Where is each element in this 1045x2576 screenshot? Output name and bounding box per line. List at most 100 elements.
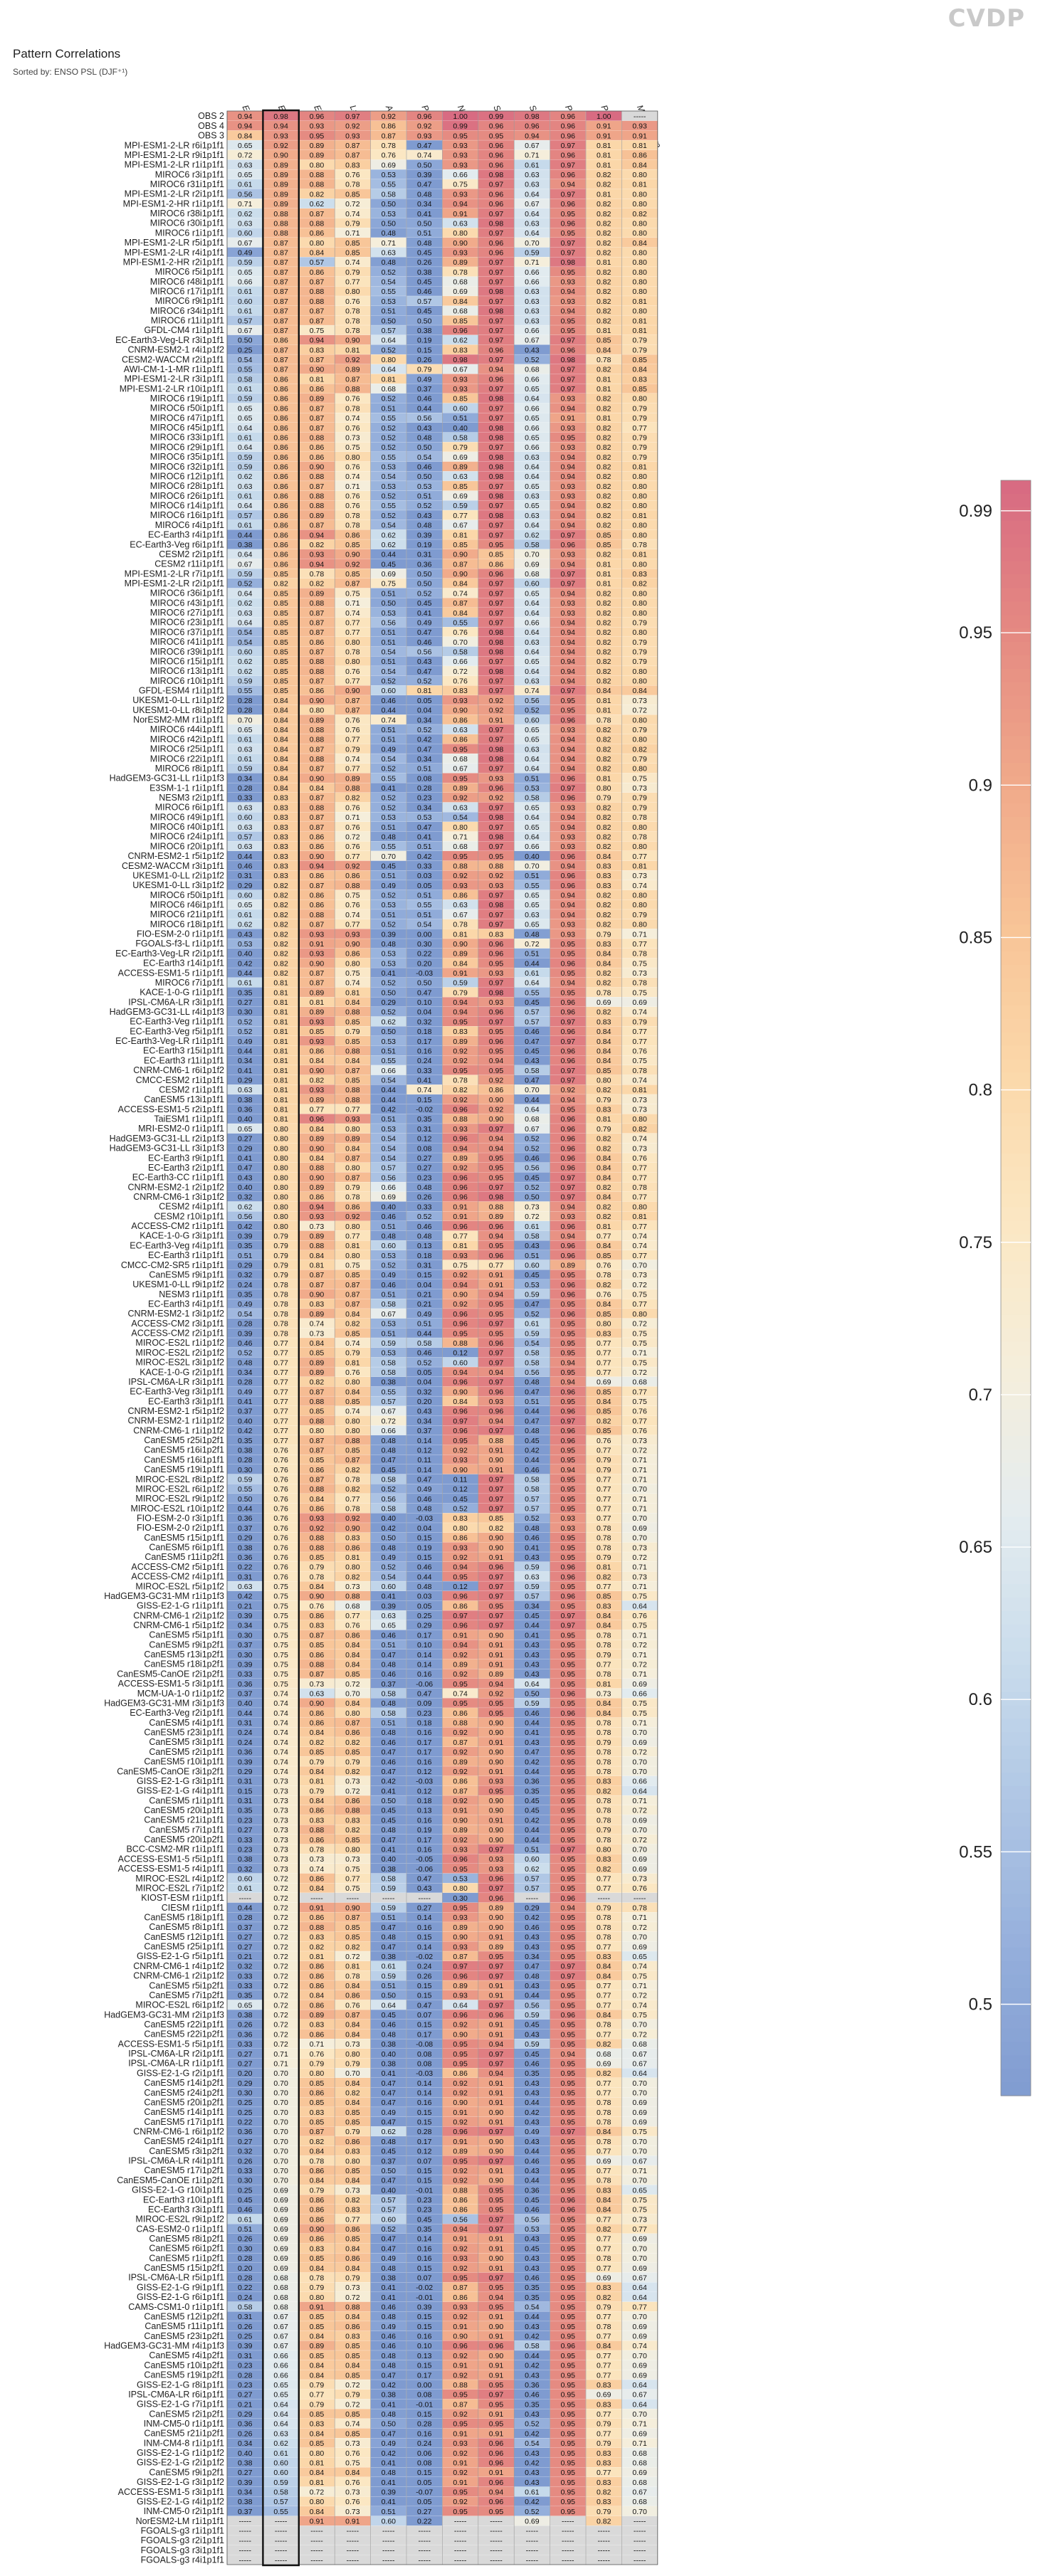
cell-value: 0.77 — [345, 736, 360, 744]
cell-value: 0.96 — [453, 1223, 468, 1231]
cell-value: 0.87 — [310, 677, 325, 686]
cell-value: 0.63 — [382, 1612, 397, 1620]
cell-value: 0.82 — [597, 969, 611, 978]
cell-value: 0.69 — [597, 998, 611, 1007]
cell-value: 0.81 — [273, 1047, 288, 1055]
cell-value: 0.64 — [525, 522, 540, 530]
cell-value: 0.15 — [417, 1271, 432, 1279]
cell-value: 0.52 — [525, 1135, 540, 1144]
cell-value: 0.83 — [489, 930, 504, 939]
cell-value: 0.80 — [632, 677, 647, 686]
cell-value: 0.42 — [525, 1446, 540, 1455]
cell-value: 0.00 — [417, 930, 432, 939]
cell-value: 0.80 — [632, 190, 647, 199]
cell-value: 0.95 — [561, 1738, 576, 1747]
cell-value: 0.80 — [632, 502, 647, 510]
cell-value: 0.54 — [382, 1154, 397, 1163]
cell-value: 0.50 — [525, 1193, 540, 1202]
cell-value: 0.52 — [417, 1358, 432, 1367]
row-label: HadGEM3-GC31-MM r3i1p1f3 — [104, 1698, 224, 1708]
cell-value: 0.72 — [273, 1992, 288, 2000]
cell-value: 0.76 — [345, 901, 360, 909]
row-label: CanESM5 r7i1p1f1 — [149, 1825, 224, 1835]
row-label: OBS 2 — [198, 111, 224, 121]
cell-value: 0.30 — [238, 1651, 253, 1659]
cell-value: 0.94 — [453, 1281, 468, 1289]
cell-value: 0.92 — [453, 1300, 468, 1309]
cell-value: 0.76 — [345, 2001, 360, 2010]
cell-value: 0.96 — [489, 1388, 504, 1396]
cell-value: 0.51 — [382, 1047, 397, 1055]
cell-value: 0.98 — [273, 112, 288, 121]
cell-value: 0.94 — [273, 122, 288, 131]
cell-value: 0.86 — [273, 502, 288, 510]
cell-value: 0.41 — [417, 609, 432, 618]
cell-value: 0.65 — [525, 726, 540, 734]
cell-value: 0.85 — [273, 658, 288, 666]
cell-value: 0.81 — [597, 190, 611, 199]
cell-value: 0.66 — [525, 278, 540, 287]
cell-value: 0.52 — [238, 1349, 253, 1358]
cell-value: 0.82 — [453, 1086, 468, 1094]
row-label: BCC-CSM2-MR r1i1p1f1 — [126, 1844, 224, 1854]
cell-value: 0.67 — [238, 560, 253, 569]
cell-value: 0.87 — [273, 268, 288, 277]
cell-value: 0.48 — [525, 1972, 540, 1980]
cell-value: 0.55 — [238, 1485, 253, 1494]
row-label: NESM3 r2i1p1f1 — [159, 793, 224, 803]
cell-value: 0.76 — [453, 677, 468, 686]
cell-value: 0.89 — [345, 366, 360, 374]
cell-value: 0.87 — [273, 287, 288, 296]
cell-value: 0.86 — [310, 872, 325, 880]
cell-value: 0.97 — [489, 1972, 504, 1980]
row-label: MIROC6 r35i1p1f1 — [150, 452, 224, 462]
row-label: MCM-UA-1-0 r1i1p1f2 — [137, 1689, 224, 1699]
cell-value: 0.63 — [525, 911, 540, 919]
cell-value: 0.50 — [417, 473, 432, 481]
cell-value: 0.82 — [597, 268, 611, 277]
cell-value: 0.93 — [417, 132, 432, 140]
cell-value: 0.68 — [632, 1378, 647, 1387]
cell-value: 0.79 — [632, 443, 647, 452]
cell-value: 0.88 — [310, 1398, 325, 1406]
cell-value: 0.83 — [310, 1300, 325, 1309]
cell-value: 0.82 — [597, 463, 611, 472]
cell-value: 0.94 — [561, 522, 576, 530]
cell-value: 0.77 — [597, 2001, 611, 2010]
cell-value: 0.50 — [382, 219, 397, 228]
cell-value: 0.86 — [273, 473, 288, 481]
row-label: MIROC6 r8i1p1f1 — [155, 764, 224, 774]
cell-value: 0.82 — [310, 1738, 325, 1747]
row-label: CanESM5 r20i1p2f1 — [144, 1835, 224, 1844]
cell-value: 0.83 — [453, 1514, 468, 1523]
cell-value: 0.47 — [417, 988, 432, 997]
cell-value: 0.86 — [453, 736, 468, 744]
cell-value: 0.89 — [310, 1096, 325, 1104]
row-label: HadGEM3-GC31-LL r3i1p1f3 — [110, 1144, 224, 1154]
cell-value: 0.97 — [489, 1593, 504, 1601]
cell-value: 0.95 — [561, 1728, 576, 1737]
cell-value: 0.75 — [273, 1651, 288, 1659]
cell-value: 0.61 — [238, 755, 253, 764]
cell-value: 0.40 — [453, 424, 468, 433]
cell-value: 0.81 — [310, 375, 325, 384]
cell-value: 0.25 — [238, 346, 253, 354]
cell-value: 0.94 — [561, 1466, 576, 1474]
cell-value: 0.15 — [238, 1787, 253, 1795]
cell-value: 0.81 — [273, 1086, 288, 1094]
cell-value: 0.62 — [525, 1865, 540, 1874]
cell-value: 0.96 — [561, 716, 576, 724]
cell-value: 0.95 — [561, 1797, 576, 1805]
cell-value: 0.48 — [382, 1826, 397, 1835]
cell-value: 0.65 — [525, 502, 540, 510]
cell-value: 0.79 — [310, 1563, 325, 1572]
cell-value: 0.67 — [453, 911, 468, 919]
cell-value: 0.95 — [561, 1651, 576, 1659]
cell-value: 0.77 — [273, 1398, 288, 1406]
cell-value: 0.54 — [238, 628, 253, 637]
cell-value: 0.71 — [632, 1495, 647, 1504]
cell-value: 0.97 — [489, 1612, 504, 1620]
cell-value: 0.69 — [453, 453, 468, 462]
cell-value: 0.56 — [238, 1213, 253, 1221]
cell-value: 0.63 — [238, 823, 253, 832]
